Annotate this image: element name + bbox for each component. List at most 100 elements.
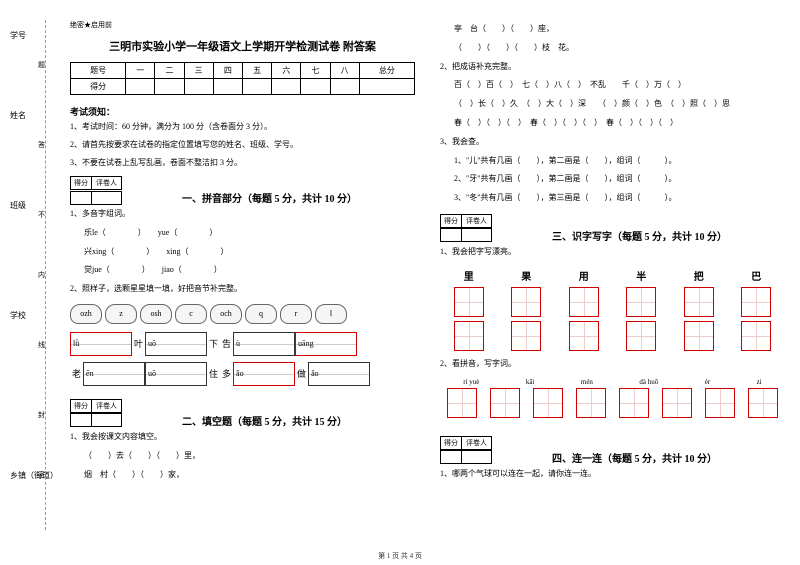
hint-3: 内	[38, 270, 45, 280]
page-title: 三明市实验小学一年级语文上学期开学检测试卷 附答案	[70, 38, 415, 54]
mizi-box	[684, 321, 714, 351]
mizi-box	[454, 321, 484, 351]
hint-6: 密	[38, 470, 45, 480]
char: 住	[209, 367, 218, 380]
star-cloud-row: ozh z osh c och q r l	[70, 304, 415, 324]
score-cell: 得分	[70, 176, 92, 190]
q3-2: 2、看拼音，写字词。	[440, 358, 785, 371]
mizi-box	[626, 321, 656, 351]
q2-2: 2、把成语补充完整。	[440, 61, 785, 74]
section-1-title: 一、拼音部分（每题 5 分，共计 10 分）	[182, 190, 357, 205]
fold-line	[45, 20, 46, 530]
syllable-box: ù	[233, 332, 295, 356]
char: 下	[209, 337, 218, 350]
td: 得分	[71, 79, 126, 95]
grader-cell: 评卷人	[462, 436, 492, 450]
empty-cell	[440, 450, 462, 464]
th: 一	[126, 63, 155, 79]
lookup-3: 3、"冬"共有几画（ ），第三画是（ ），组词（ ）。	[454, 192, 785, 205]
notice-header: 考试须知：	[70, 105, 415, 118]
syllable-box: ǎo	[233, 362, 295, 386]
mizi-row-1	[440, 287, 785, 317]
syllable-box: uāng	[295, 332, 357, 356]
cloud: c	[175, 304, 207, 324]
idiom-3: 春（ ）（ ）（ ） 春（ ）（ ）（ ） 春（ ）（ ）（ ）	[454, 117, 785, 130]
char-label: 果	[521, 268, 531, 283]
binding-label-2: 班级	[10, 200, 26, 211]
empty-cell	[92, 413, 122, 427]
syllable-row-2: 老ēn uō住 多ǎo 做ǎo	[70, 362, 415, 386]
mizi-box	[533, 388, 563, 418]
th: 三	[184, 63, 213, 79]
syllable-box: uō	[145, 332, 207, 356]
mizi-box	[626, 287, 656, 317]
syllable-box: ǎo	[308, 362, 370, 386]
cloud: l	[315, 304, 347, 324]
empty-cell	[92, 191, 122, 205]
q1-1: 1、多音字组词。	[70, 208, 415, 221]
cloud: r	[280, 304, 312, 324]
q1-1c: 觉jue（ ） jiao（ ）	[84, 264, 415, 277]
char-label: 半	[636, 268, 646, 283]
section-2-title: 二、填空题（每题 5 分，共计 15 分）	[182, 413, 347, 428]
binding-label-4: 乡镇（街道）	[10, 470, 58, 481]
mizi-box	[447, 388, 477, 418]
idiom-2: （ ）长（ ）久 （ ）大（ ）深 （ ）颜（ ）色 （ ）照（ ）思	[454, 98, 785, 111]
lookup-1: 1、"儿"共有几画（ ），第二画是（ ），组词（ ）。	[454, 155, 785, 168]
hint-4: 线	[38, 340, 45, 350]
main-content: 绝密★启用前 三明市实验小学一年级语文上学期开学检测试卷 附答案 题号 一 二 …	[60, 0, 800, 565]
mizi-box	[569, 321, 599, 351]
mizi-box	[454, 287, 484, 317]
cloud: q	[245, 304, 277, 324]
th: 七	[301, 63, 330, 79]
char-label: 用	[579, 268, 589, 283]
hint-2: 不	[38, 210, 45, 220]
pinyin-row: rì yuè kāi mén dà huǒ ér zi	[440, 378, 785, 386]
notice-item: 3、不要在试卷上乱写乱画，卷面不整洁扣 3 分。	[70, 157, 415, 169]
page-footer: 第 1 页 共 4 页	[0, 551, 800, 561]
q2-1b: 烟 村（ ）（ ）家，	[84, 469, 415, 482]
table-row: 题号 一 二 三 四 五 六 七 八 总分	[71, 63, 415, 79]
binding-strip: 学号 姓名 班级 学校 乡镇（街道） 题 答 不 内 线 封 密	[0, 0, 60, 565]
th: 八	[330, 63, 359, 79]
score-cell: 得分	[440, 436, 462, 450]
syllable-box: uō	[145, 362, 207, 386]
mizi-box	[684, 287, 714, 317]
mizi-box	[741, 287, 771, 317]
binding-label-3: 学校	[10, 310, 26, 321]
right-column: 亭 台（ ）（ ）座， （ ）（ ）（ ）枝 花。 2、把成语补充完整。 百（ …	[440, 20, 785, 555]
q2-3: 3、我会查。	[440, 136, 785, 149]
q1-1a: 乐le（ ） yue（ ）	[84, 227, 415, 240]
mizi-box	[511, 287, 541, 317]
syllable-box: lǜ	[70, 332, 132, 356]
mizi-row-2	[440, 321, 785, 351]
score-cell: 得分	[70, 399, 92, 413]
pinyin: dà huǒ	[639, 378, 658, 386]
secret-label: 绝密★启用前	[70, 20, 415, 30]
section-3-title: 三、识字写字（每题 5 分，共计 10 分）	[552, 228, 727, 243]
r-line2: （ ）（ ）（ ）枝 花。	[454, 42, 785, 55]
char: 老	[72, 367, 81, 380]
idiom-1: 百（ ）百（ ） 七（ ）八（ ） 不乱 千（ ）万（ ）	[454, 79, 785, 92]
q4-1: 1、哪两个气球可以连在一起，请你连一连。	[440, 468, 785, 481]
pinyin: ér	[705, 378, 710, 386]
score-table: 题号 一 二 三 四 五 六 七 八 总分 得分	[70, 62, 415, 95]
left-column: 绝密★启用前 三明市实验小学一年级语文上学期开学检测试卷 附答案 题号 一 二 …	[70, 20, 415, 555]
table-row: 得分	[71, 79, 415, 95]
pinyin: mén	[581, 378, 593, 386]
th: 五	[242, 63, 271, 79]
mizi-box	[511, 321, 541, 351]
empty-cell	[70, 191, 92, 205]
mizi-row-3	[440, 388, 785, 418]
char: 多	[222, 367, 231, 380]
mizi-box	[705, 388, 735, 418]
hint-0: 题	[38, 60, 45, 70]
char: 告	[222, 337, 231, 350]
mizi-box	[619, 388, 649, 418]
char: 做	[297, 367, 306, 380]
r-line1: 亭 台（ ）（ ）座，	[454, 23, 785, 36]
q3-1: 1、我会把字写漂亮。	[440, 246, 785, 259]
th: 四	[213, 63, 242, 79]
pinyin: rì yuè	[463, 378, 479, 386]
mizi-box	[569, 287, 599, 317]
